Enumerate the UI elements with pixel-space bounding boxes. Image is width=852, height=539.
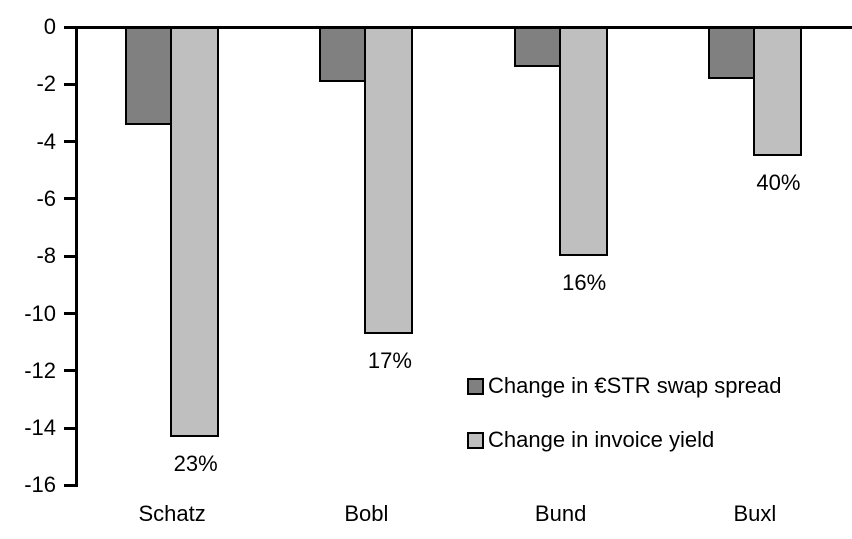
y-axis-tick-label: -2 xyxy=(36,71,56,97)
y-axis-tick-label: 0 xyxy=(43,14,56,39)
legend-label-swap-spread: Change in €STR swap spread xyxy=(488,373,782,398)
bar-value-label: 17% xyxy=(367,347,412,373)
bar-series1-schatz xyxy=(170,26,220,437)
y-axis-tick xyxy=(64,197,75,201)
y-axis-tick-label: -8 xyxy=(36,243,56,269)
y-axis-tick-label: -10 xyxy=(24,300,56,326)
legend-marker-invoice-yield-icon xyxy=(467,431,484,449)
bar-series1-bobl xyxy=(364,26,414,334)
x-axis-category-label: Bund xyxy=(534,501,587,526)
bar-series0-schatz xyxy=(125,26,173,125)
y-axis-tick-label: -12 xyxy=(24,357,56,383)
y-axis-tick xyxy=(64,140,75,144)
y-axis-tick xyxy=(64,426,75,430)
y-axis-tick xyxy=(64,369,75,373)
bar-series0-buxl xyxy=(707,26,755,79)
bar-series1-bund xyxy=(558,26,608,257)
y-axis-tick-label: -14 xyxy=(24,415,56,441)
bar-value-label: 16% xyxy=(562,270,607,296)
y-axis-tick xyxy=(64,254,75,258)
bar-series0-bobl xyxy=(319,26,367,82)
y-axis-tick xyxy=(64,312,75,315)
bar-series1-buxl xyxy=(752,26,802,157)
y-axis-line xyxy=(75,25,78,487)
y-axis-tick-label: -16 xyxy=(24,472,56,498)
x-axis-category-label: Schatz xyxy=(138,501,206,526)
legend-label-invoice-yield: Change in invoice yield xyxy=(488,427,715,452)
y-axis-tick xyxy=(64,483,75,487)
y-axis-tick xyxy=(64,25,75,29)
y-axis-tick-label: -6 xyxy=(36,185,56,211)
legend-marker-swap-spread-icon xyxy=(467,377,484,395)
legend: Change in €STR swap spread Change in inv… xyxy=(467,373,782,484)
x-axis-line xyxy=(75,25,852,29)
y-axis-tick-label: -4 xyxy=(36,128,56,154)
legend-item-swap-spread: Change in €STR swap spread xyxy=(467,373,782,398)
x-axis-category-label: Buxl xyxy=(733,501,777,526)
bar-value-label: 23% xyxy=(173,450,218,476)
y-axis-tick xyxy=(64,82,75,86)
legend-item-invoice-yield: Change in invoice yield xyxy=(467,427,782,452)
bar-value-label: 40% xyxy=(756,170,801,196)
bar-series0-bund xyxy=(513,26,561,68)
x-axis-category-label: Bobl xyxy=(344,501,389,526)
